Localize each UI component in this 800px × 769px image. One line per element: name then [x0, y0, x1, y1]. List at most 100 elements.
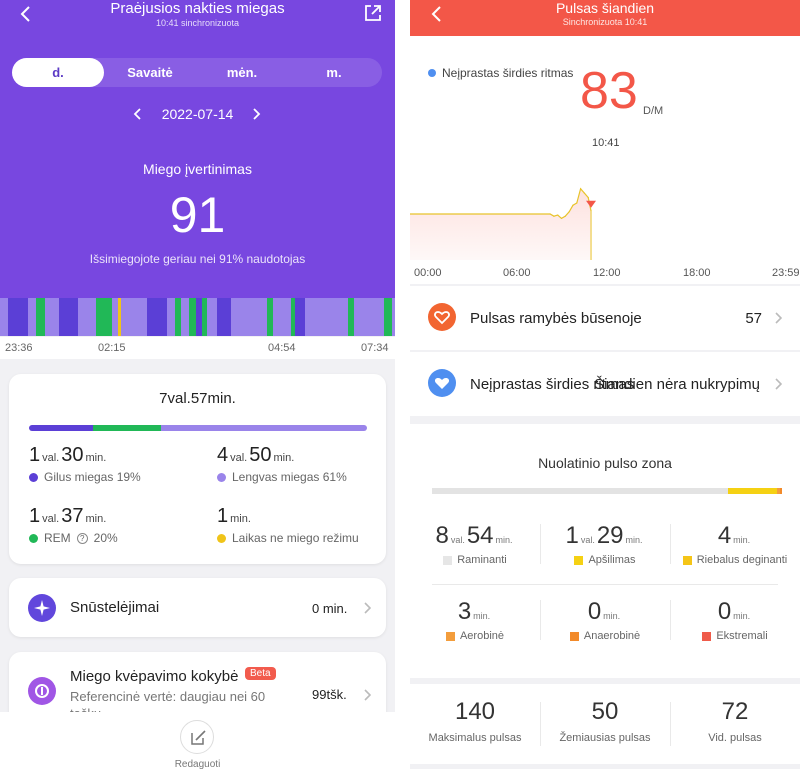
hr-point — [568, 211, 570, 213]
zone-fat-fill — [779, 488, 782, 494]
time-label: 00:00 — [414, 267, 442, 279]
breathing-title: Miego kvėpavimo kokybė — [70, 668, 239, 685]
time-label: 04:54 — [268, 342, 296, 354]
hr-time-axis: 00:00 06:00 12:00 18:00 23:59 — [410, 262, 800, 284]
breathing-value: 99tšk. — [312, 687, 347, 702]
stage-rem — [290, 298, 295, 336]
breathing-reference: Referencinė vertė: daugiau nei 60 — [70, 689, 266, 704]
divider — [540, 702, 541, 746]
breathing-icon — [28, 677, 56, 705]
hr-line — [410, 187, 592, 220]
zone-swatch — [569, 631, 579, 641]
deep-sleep-stat: 1 val. 30 min. Gilus miegas 19% — [29, 444, 141, 484]
bottom-bar: Redaguoti — [0, 712, 395, 769]
stage-light — [121, 298, 147, 336]
heart-rate-screen: Pulsas šiandien Sinchronizuota 10:41 Neį… — [410, 0, 800, 769]
zone-swatch — [574, 555, 584, 565]
stage-deep — [196, 298, 203, 336]
stage-light — [304, 298, 349, 336]
stage-deep — [217, 298, 232, 336]
page-title: Praėjusios nakties miegas — [110, 0, 285, 17]
share-icon[interactable] — [364, 4, 382, 22]
timeline-axis: 23:36 02:15 04:54 07:34 — [0, 337, 395, 359]
zone-warmup: 1 val.29 min. Apšilimas — [565, 522, 643, 566]
chevron-right-icon — [775, 378, 782, 390]
dist-rem — [93, 425, 161, 431]
sleep-stage-timeline[interactable] — [0, 298, 395, 336]
tab-week[interactable]: Savaitė — [127, 65, 173, 80]
zone-warm-fill — [727, 488, 778, 494]
hr-point — [580, 188, 582, 190]
stage-light — [207, 298, 218, 336]
stage-deep — [146, 298, 167, 336]
current-date: 2022-07-14 — [161, 106, 234, 122]
time-label: 23:59 — [772, 267, 800, 279]
hr-point — [560, 217, 563, 219]
stage-light — [27, 298, 36, 336]
date-navigator: 2022-07-14 — [0, 105, 395, 125]
resting-hr-value: 57 — [745, 310, 762, 327]
time-label: 06:00 — [503, 267, 531, 279]
stage-light — [0, 298, 8, 336]
stage-rem — [96, 298, 113, 336]
abnormal-hr-value: Šiandien nėra nukrypimų — [594, 376, 760, 393]
hr-summary: 140 Maksimalus pulsas 50 Žemiausias puls… — [410, 684, 800, 764]
tab-year[interactable]: m. — [326, 65, 342, 80]
resting-hr-title: Pulsas ramybės būsenoje — [470, 310, 642, 327]
resting-hr-row[interactable]: Pulsas ramybės būsenoje 57 — [410, 286, 800, 350]
sleep-hero: Praėjusios nakties miegas 10:41 sinchron… — [0, 0, 395, 300]
total-sleep: 7val.57min. — [159, 390, 236, 407]
chevron-right-icon[interactable] — [250, 107, 262, 121]
stage-awake — [118, 298, 122, 336]
edit-icon — [191, 730, 206, 745]
zone-extreme: 0 min. Ekstremali — [670, 598, 800, 642]
back-arrow-icon[interactable] — [18, 4, 34, 24]
stage-light — [112, 298, 119, 336]
hr-zone-card: Nuolatinio pulso zona 8 val.54 min. Ramina… — [410, 424, 800, 678]
tab-day[interactable]: d. — [12, 58, 104, 87]
help-icon[interactable]: ? — [76, 532, 88, 544]
zone-swatch — [702, 631, 712, 641]
light-dot — [217, 472, 226, 482]
hr-point — [564, 215, 566, 217]
hr-area — [410, 188, 591, 260]
time-label: 18:00 — [683, 267, 711, 279]
divider — [670, 524, 671, 564]
stage-light — [180, 298, 189, 336]
breathing-quality-row[interactable]: Miego kvėpavimo kokybė Beta Referencinė … — [9, 652, 386, 732]
stage-light — [166, 298, 175, 336]
zone-swatch — [682, 555, 692, 565]
stage-deep — [7, 298, 28, 336]
divider — [540, 600, 541, 640]
sleep-summary-card[interactable]: 7val.57min. 1 val. 30 min. Gilus miegas 19%… — [9, 374, 386, 564]
chevron-right-icon — [775, 312, 782, 324]
dist-light — [160, 425, 367, 431]
legend-dot — [428, 69, 436, 77]
sync-status: 10:41 sinchronizuota — [155, 18, 240, 28]
chevron-right-icon — [364, 689, 371, 701]
heart-rate-chart[interactable] — [410, 166, 800, 260]
abnormal-hr-row[interactable]: Neįprastas širdies ritmas Šiandien nėra … — [410, 352, 800, 416]
rem-stat: 1 val. 37 min. REM ? 20% — [29, 505, 118, 545]
edit-button[interactable] — [180, 720, 214, 754]
current-marker — [586, 200, 597, 208]
zone-anaerobic: 0 min. Anaerobinė — [540, 598, 670, 642]
zone-title: Nuolatinio pulso zona — [538, 455, 672, 471]
tab-month[interactable]: mėn. — [226, 65, 258, 80]
chart-legend: Neįprastas širdies ritmas — [428, 66, 573, 80]
sync-status: Sinchronizuota 10:41 — [562, 17, 648, 27]
back-arrow-icon[interactable] — [430, 4, 444, 24]
zone-distribution-bar — [432, 488, 782, 494]
page-title: Pulsas šiandien — [555, 0, 655, 16]
divider — [670, 702, 671, 746]
chevron-left-icon[interactable] — [132, 107, 144, 121]
sleep-score-note: Išsimiegojote geriau nei 91% naudotojas — [89, 252, 306, 266]
stage-rem — [35, 298, 45, 336]
zone-swatch — [445, 631, 455, 641]
naps-row[interactable]: Snūstelėjimai 0 min. — [9, 578, 386, 637]
hr-point — [557, 214, 559, 216]
period-tabs: d. Savaitė mėn. m. — [12, 58, 382, 87]
avg-hr: 72 Vid. pulsas — [708, 698, 762, 744]
hr-point — [587, 196, 589, 199]
chevron-right-icon — [364, 602, 371, 614]
